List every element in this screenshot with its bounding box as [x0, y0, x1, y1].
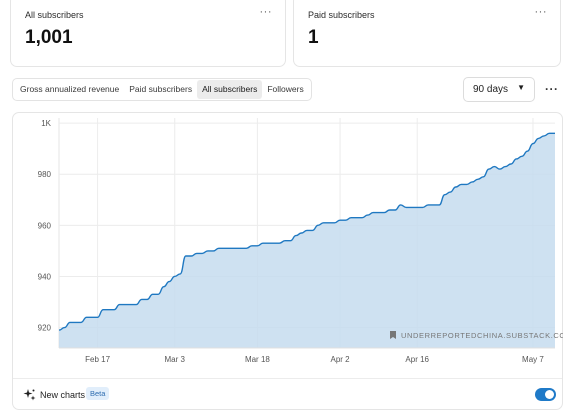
x-tick-label: Apr 16	[405, 355, 429, 364]
all-subscribers-value: 1,001	[25, 27, 73, 48]
series-line[interactable]	[58, 132, 555, 331]
paid-subscribers-card: Paid subscribers ··· 1	[293, 0, 561, 67]
new-charts-label: New charts	[40, 390, 86, 400]
toggle-knob	[545, 390, 554, 399]
paid-subscribers-more-icon[interactable]: ···	[534, 6, 547, 18]
all-subscribers-more-icon[interactable]: ···	[259, 6, 272, 18]
sparkle-icon	[23, 389, 36, 401]
series-area	[59, 133, 555, 348]
x-tick-label: Apr 2	[331, 355, 351, 364]
tab-gross-annualized-revenue[interactable]: Gross annualized revenue	[20, 84, 120, 94]
subscribers-chart-card: 920 940 960 980 1K Feb 17 Mar 3 Mar 18 Apr 2 Apr…	[12, 112, 563, 410]
beta-badge: Beta	[86, 387, 110, 400]
subscribers-chart: 920 940 960 980 1K Feb 17 Mar 3 Mar 18 Apr 2 Apr…	[38, 118, 563, 364]
more-options-icon[interactable]: ···	[545, 82, 559, 96]
x-tick-label: Feb 17	[85, 355, 110, 364]
x-axis: Feb 17 Mar 3 Mar 18 Apr 2 Apr 16 May 7	[85, 355, 544, 364]
watermark: UNDERREPORTEDCHINA.SUBSTACK.COM	[390, 331, 563, 340]
paid-subscribers-label: Paid subscribers	[308, 10, 375, 20]
watermark-text: UNDERREPORTEDCHINA.SUBSTACK.COM	[401, 331, 563, 340]
bookmark-icon	[390, 331, 396, 339]
all-subscribers-label: All subscribers	[25, 10, 84, 20]
y-tick-label: 1K	[41, 119, 51, 128]
tab-all-subscribers[interactable]: All subscribers	[197, 80, 263, 99]
y-tick-label: 940	[38, 272, 52, 281]
y-tick-label: 920	[38, 324, 52, 333]
all-subscribers-card: All subscribers ··· 1,001	[10, 0, 286, 67]
y-tick-label: 980	[38, 170, 52, 179]
x-tick-label: Mar 18	[245, 355, 270, 364]
new-charts-toggle[interactable]	[535, 388, 556, 401]
date-range-select[interactable]: 90 days ▼	[463, 77, 535, 102]
date-range-value: 90 days	[473, 84, 509, 95]
paid-subscribers-value: 1	[308, 27, 319, 48]
tab-followers[interactable]: Followers	[267, 84, 304, 94]
y-axis: 920 940 960 980 1K	[38, 119, 52, 332]
x-tick-label: Mar 3	[165, 355, 186, 364]
metric-tabs: Gross annualized revenue Paid subscriber…	[12, 78, 312, 101]
caret-down-icon: ▼	[517, 83, 525, 92]
chart-footer: New charts Beta	[13, 378, 562, 411]
y-tick-label: 960	[38, 221, 52, 230]
x-tick-label: May 7	[522, 355, 544, 364]
tab-paid-subscribers[interactable]: Paid subscribers	[129, 84, 193, 94]
